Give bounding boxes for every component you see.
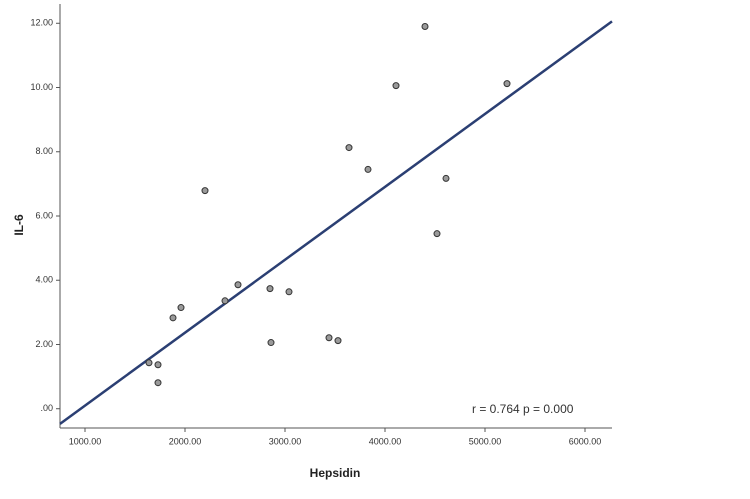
point: [154, 379, 162, 387]
fit-line: [59, 20, 613, 425]
x-axis-title: Hepsidin: [310, 466, 361, 480]
point: [221, 297, 229, 305]
point: [421, 22, 429, 30]
point: [234, 281, 242, 289]
y-tick-label: 12.00: [30, 18, 53, 28]
point: [433, 230, 441, 238]
point: [325, 334, 333, 342]
x-tick-label: 4000.00: [369, 436, 402, 446]
x-tick-label: 3000.00: [269, 436, 302, 446]
point: [442, 174, 450, 182]
point: [345, 144, 353, 152]
x-tick-label: 2000.00: [169, 436, 202, 446]
y-axis-title: IL-6: [12, 214, 26, 236]
point: [154, 361, 162, 369]
y-tick-label: 2.00: [35, 339, 53, 349]
point: [177, 304, 185, 312]
point: [503, 80, 511, 88]
x-tick-label: 6000.00: [569, 436, 602, 446]
y-tick-label: .00: [40, 403, 53, 413]
annotation: r = 0.764 p = 0.000: [472, 402, 574, 416]
point: [267, 339, 275, 347]
point: [266, 285, 274, 293]
point: [145, 359, 153, 367]
y-tick-label: 4.00: [35, 275, 53, 285]
y-tick-label: 8.00: [35, 146, 53, 156]
point: [285, 288, 293, 296]
point: [364, 165, 372, 173]
x-tick-label: 1000.00: [69, 436, 102, 446]
x-tick-label: 5000.00: [469, 436, 502, 446]
y-tick-label: 10.00: [30, 82, 53, 92]
point: [392, 82, 400, 90]
point: [201, 187, 209, 195]
point: [169, 314, 177, 322]
y-tick-label: 6.00: [35, 210, 53, 220]
point: [334, 337, 342, 345]
